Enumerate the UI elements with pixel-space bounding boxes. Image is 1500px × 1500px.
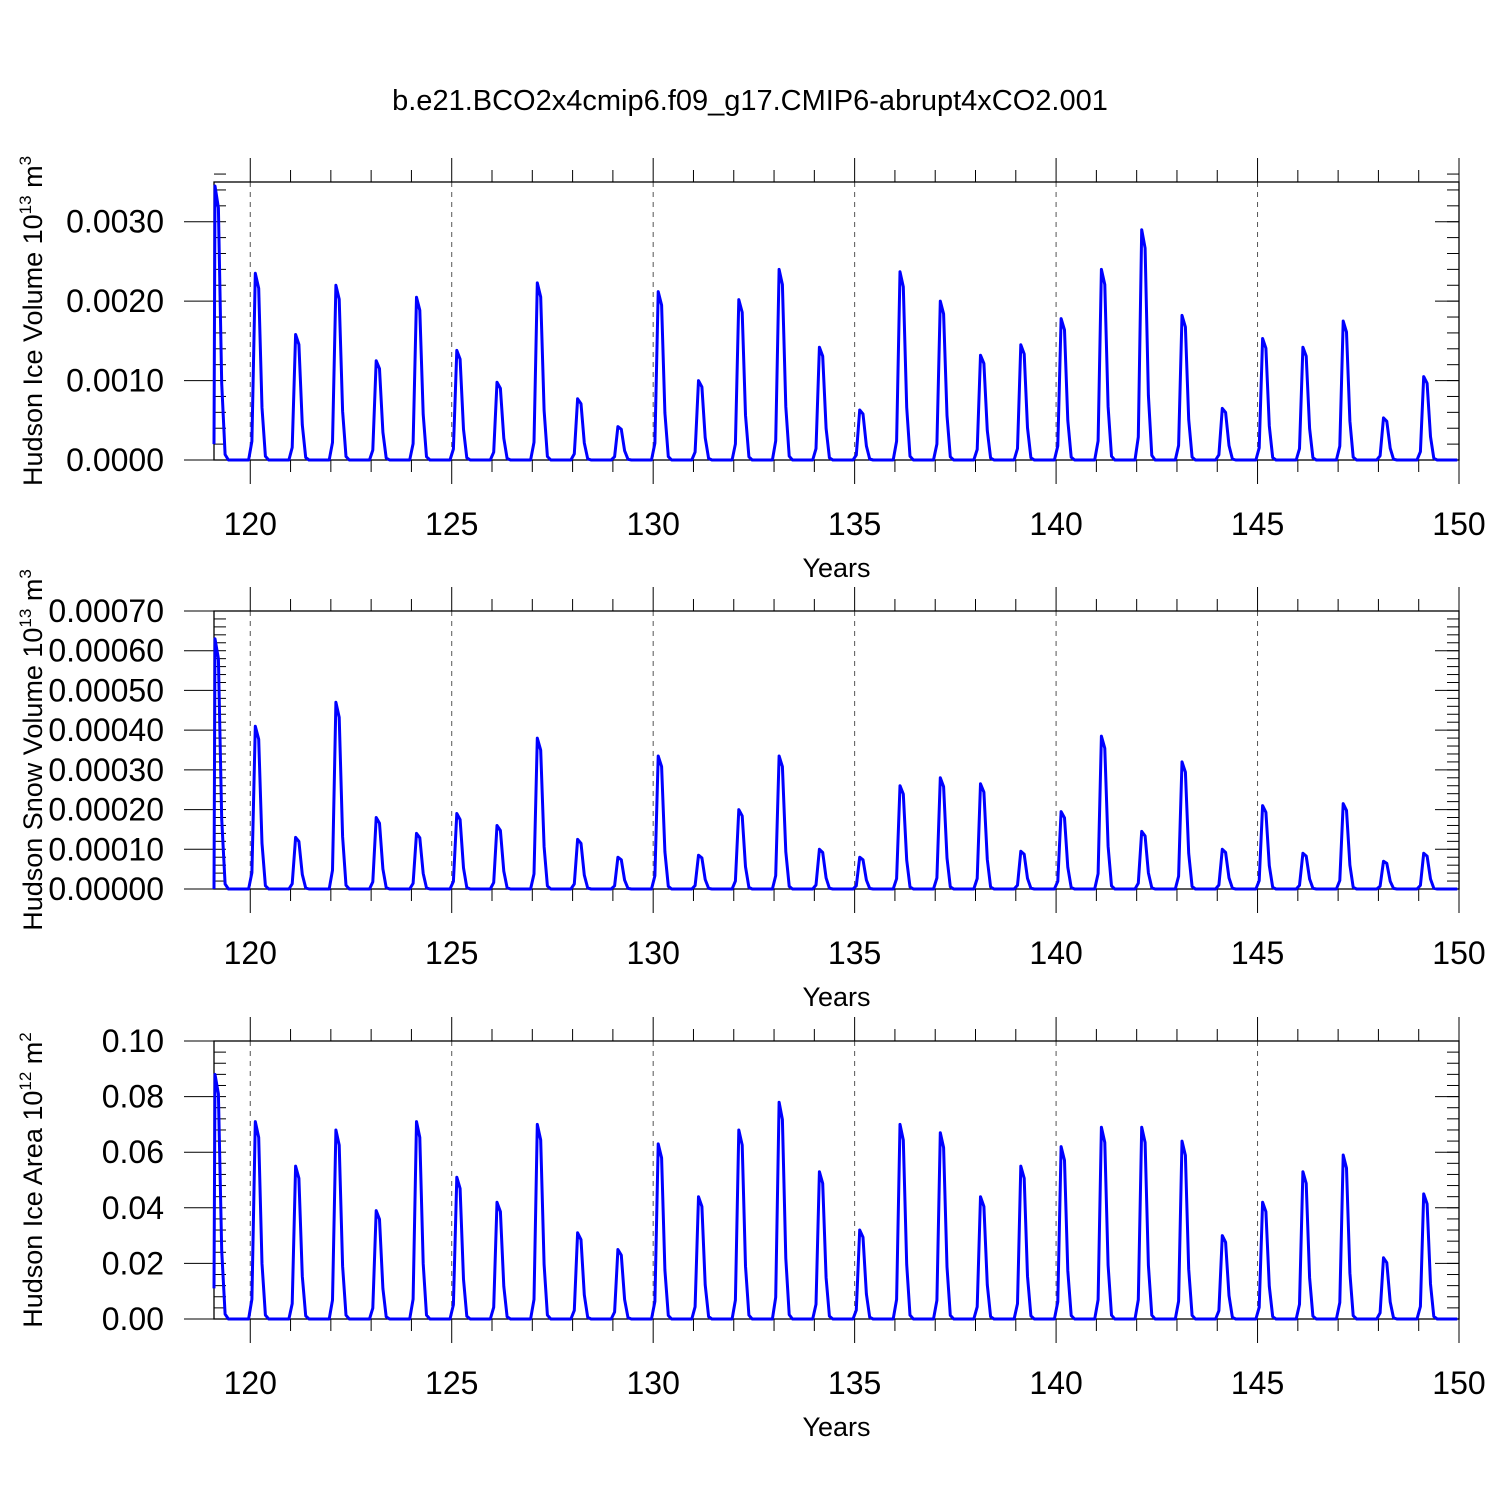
y-tick-label: 0.00040	[48, 712, 164, 748]
y-tick-label: 0.00070	[48, 593, 164, 629]
x-tick-label: 150	[1432, 935, 1485, 971]
x-tick-label: 135	[828, 935, 881, 971]
y-tick-label: 0.04	[102, 1190, 164, 1226]
x-tick-label: 145	[1231, 935, 1284, 971]
x-axis-label: Years	[802, 1412, 870, 1442]
plot-frame	[213, 181, 1460, 461]
y-axis-label-text: Hudson Ice Volume 10	[18, 214, 48, 486]
series-line	[212, 184, 1458, 462]
x-tick-label: 125	[425, 506, 478, 542]
y-axis-label-exponent: 13	[16, 195, 35, 214]
y-axis-label-exponent: 13	[16, 609, 35, 628]
y-axis-label-unit: m	[18, 165, 48, 188]
panel-ice-volume: 120 125 130 135 140 145 150 0.0000 0.0010 0.0020 0…	[16, 156, 1486, 583]
y-tick-label: 0.02	[102, 1245, 164, 1281]
x-tick-label: 145	[1231, 1365, 1284, 1401]
panel-ice-area: 120 125 130 135 140 145 150 0.00 0.02 0.04 0.06 0.0…	[16, 1017, 1486, 1442]
x-tick-label: 140	[1029, 506, 1082, 542]
plot-frame	[213, 1040, 1460, 1320]
y-axis-label-text: Hudson Ice Area 10	[18, 1091, 48, 1328]
x-tick-label: 130	[626, 935, 679, 971]
y-tick-label: 0.00050	[48, 672, 164, 708]
panel-snow-volume: 120 125 130 135 140 145 1500.000000.000100.000…	[16, 569, 1486, 1012]
x-tick-label: 145	[1231, 506, 1284, 542]
y-tick-label: 0.0020	[66, 283, 164, 319]
x-tick-label: 120	[224, 506, 277, 542]
x-tick-label: 130	[626, 1365, 679, 1401]
y-axis-label: Hudson Ice Volume 1013 m3	[16, 156, 48, 486]
x-tick-label: 135	[828, 1365, 881, 1401]
y-tick-label: 0.00000	[48, 871, 164, 907]
y-axis-label-unit: m	[18, 1042, 48, 1065]
y-axis-label-space	[18, 188, 48, 196]
y-tick-label: 0.0010	[66, 363, 164, 399]
y-tick-label: 0.10	[102, 1023, 164, 1059]
y-axis-label-text: Hudson Snow Volume 10	[18, 628, 48, 931]
series-line	[212, 637, 1458, 891]
y-axis-label-exponent: 12	[16, 1072, 35, 1091]
y-axis-label-unit-exponent: 3	[16, 569, 35, 578]
x-tick-label: 120	[224, 935, 277, 971]
y-tick-label: 0.00	[102, 1301, 164, 1337]
y-tick-label: 0.00010	[48, 831, 164, 867]
x-axis-label: Years	[802, 553, 870, 583]
y-tick-label: 0.0000	[66, 442, 164, 478]
series-line	[212, 1072, 1458, 1321]
y-tick-label: 0.06	[102, 1134, 164, 1170]
y-axis-label-space	[18, 601, 48, 609]
y-axis-label-unit: m	[18, 579, 48, 602]
y-axis-label-unit-exponent: 3	[16, 156, 35, 165]
y-tick-label: 0.0030	[66, 204, 164, 240]
x-tick-label: 150	[1432, 506, 1485, 542]
x-tick-label: 120	[224, 1365, 277, 1401]
y-tick-label: 0.08	[102, 1079, 164, 1115]
y-axis-label: Hudson Snow Volume 1013 m3	[16, 569, 48, 931]
y-axis-label: Hudson Ice Area 1012 m2	[16, 1032, 48, 1328]
plot-frame	[213, 610, 1460, 890]
y-tick-label: 0.00060	[48, 633, 164, 669]
y-axis-label-space	[18, 1064, 48, 1072]
chart-title: b.e21.BCO2x4cmip6.f09_g17.CMIP6-abrupt4x…	[392, 85, 1108, 117]
x-tick-label: 150	[1432, 1365, 1485, 1401]
y-tick-label: 0.00030	[48, 752, 164, 788]
y-tick-label: 0.00020	[48, 792, 164, 828]
x-tick-label: 135	[828, 506, 881, 542]
y-axis-label-unit-exponent: 2	[16, 1032, 35, 1041]
x-tick-label: 125	[425, 935, 478, 971]
x-axis-label: Years	[802, 982, 870, 1012]
x-tick-label: 140	[1029, 935, 1082, 971]
x-tick-label: 140	[1029, 1365, 1082, 1401]
x-tick-label: 125	[425, 1365, 478, 1401]
x-tick-label: 130	[626, 506, 679, 542]
